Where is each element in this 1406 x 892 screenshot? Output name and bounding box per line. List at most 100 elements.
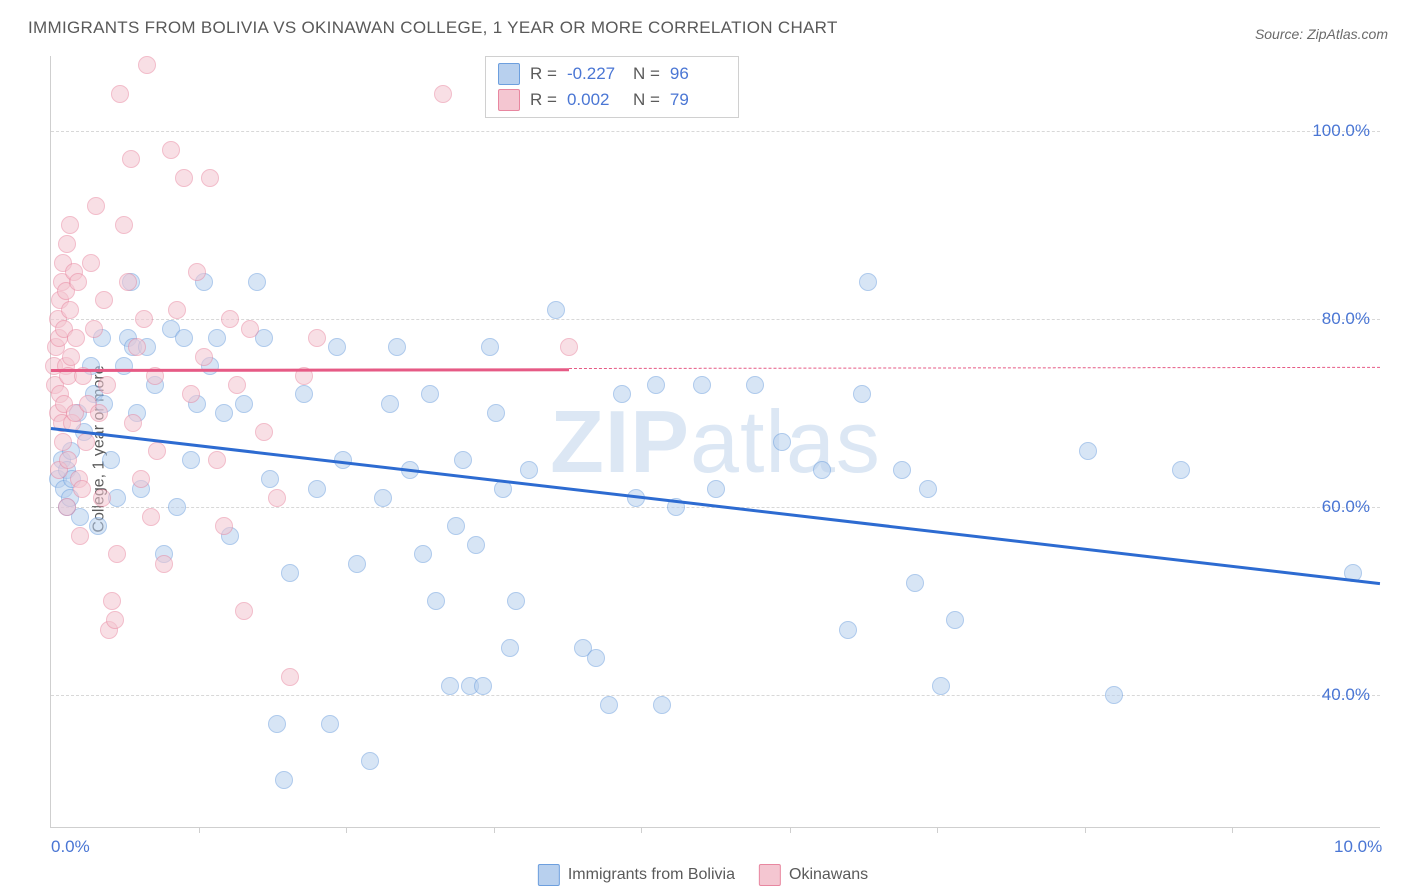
watermark-text: ZIPatlas — [550, 391, 881, 493]
scatter-point — [281, 564, 299, 582]
correlation-stats-box: R = -0.227 N = 96 R = 0.002 N = 79 — [485, 56, 739, 118]
scatter-point — [746, 376, 764, 394]
scatter-point — [67, 329, 85, 347]
scatter-point — [255, 423, 273, 441]
scatter-point — [321, 715, 339, 733]
regression-line — [569, 367, 1380, 369]
scatter-point — [235, 395, 253, 413]
x-tick-mark — [641, 827, 642, 833]
gridline — [51, 131, 1380, 132]
scatter-point — [600, 696, 618, 714]
scatter-point — [613, 385, 631, 403]
scatter-point — [61, 301, 79, 319]
n-value: 79 — [670, 90, 726, 110]
scatter-point — [427, 592, 445, 610]
scatter-point — [188, 263, 206, 281]
scatter-point — [839, 621, 857, 639]
scatter-point — [308, 480, 326, 498]
scatter-point — [168, 498, 186, 516]
scatter-point — [58, 498, 76, 516]
scatter-point — [221, 310, 239, 328]
scatter-point — [328, 338, 346, 356]
scatter-point — [108, 545, 126, 563]
scatter-point — [124, 414, 142, 432]
scatter-point — [58, 235, 76, 253]
scatter-point — [381, 395, 399, 413]
scatter-point — [434, 85, 452, 103]
scatter-point — [111, 85, 129, 103]
chart-title: IMMIGRANTS FROM BOLIVIA VS OKINAWAN COLL… — [28, 18, 838, 38]
scatter-point — [361, 752, 379, 770]
source-attribution: Source: ZipAtlas.com — [1255, 26, 1388, 42]
scatter-point — [653, 696, 671, 714]
scatter-point — [128, 338, 146, 356]
scatter-point — [115, 216, 133, 234]
gridline — [51, 507, 1380, 508]
y-tick-label: 80.0% — [1322, 309, 1370, 329]
scatter-point — [168, 301, 186, 319]
n-label: N = — [633, 90, 660, 110]
scatter-point — [520, 461, 538, 479]
scatter-point — [932, 677, 950, 695]
scatter-point — [71, 527, 89, 545]
x-tick-mark — [346, 827, 347, 833]
y-tick-label: 100.0% — [1312, 121, 1370, 141]
scatter-point — [693, 376, 711, 394]
scatter-point — [547, 301, 565, 319]
scatter-point — [859, 273, 877, 291]
x-tick-label: 10.0% — [1334, 837, 1382, 857]
legend-label: Okinawans — [789, 866, 868, 884]
scatter-point — [560, 338, 578, 356]
n-label: N = — [633, 64, 660, 84]
scatter-point — [138, 56, 156, 74]
stats-row: R = 0.002 N = 79 — [498, 87, 726, 113]
y-tick-label: 60.0% — [1322, 497, 1370, 517]
legend: Immigrants from Bolivia Okinawans — [538, 864, 868, 886]
scatter-point — [102, 451, 120, 469]
scatter-point — [388, 338, 406, 356]
scatter-point — [182, 385, 200, 403]
x-tick-mark — [199, 827, 200, 833]
scatter-point — [85, 320, 103, 338]
scatter-point — [906, 574, 924, 592]
stats-row: R = -0.227 N = 96 — [498, 61, 726, 87]
scatter-point — [1079, 442, 1097, 460]
scatter-point — [106, 611, 124, 629]
scatter-point — [228, 376, 246, 394]
scatter-point — [235, 602, 253, 620]
scatter-point — [89, 517, 107, 535]
scatter-point — [201, 169, 219, 187]
scatter-point — [90, 404, 108, 422]
scatter-point — [853, 385, 871, 403]
scatter-point — [98, 376, 116, 394]
scatter-point — [103, 592, 121, 610]
scatter-point — [919, 480, 937, 498]
scatter-point — [122, 150, 140, 168]
x-tick-mark — [494, 827, 495, 833]
scatter-point — [135, 310, 153, 328]
scatter-point — [501, 639, 519, 657]
scatter-point — [261, 470, 279, 488]
regression-line — [51, 368, 569, 371]
scatter-point — [647, 376, 665, 394]
r-label: R = — [530, 90, 557, 110]
scatter-point — [61, 216, 79, 234]
scatter-point — [93, 489, 111, 507]
scatter-point — [421, 385, 439, 403]
scatter-point — [54, 433, 72, 451]
scatter-point — [268, 489, 286, 507]
scatter-point — [308, 329, 326, 347]
scatter-point — [773, 433, 791, 451]
legend-swatch — [759, 864, 781, 886]
series-swatch — [498, 89, 520, 111]
r-label: R = — [530, 64, 557, 84]
scatter-point — [175, 169, 193, 187]
gridline — [51, 695, 1380, 696]
scatter-point — [275, 771, 293, 789]
scatter-point — [474, 677, 492, 695]
r-value: 0.002 — [567, 90, 623, 110]
scatter-point — [87, 197, 105, 215]
scatter-point — [182, 451, 200, 469]
scatter-point — [208, 451, 226, 469]
x-tick-mark — [1085, 827, 1086, 833]
